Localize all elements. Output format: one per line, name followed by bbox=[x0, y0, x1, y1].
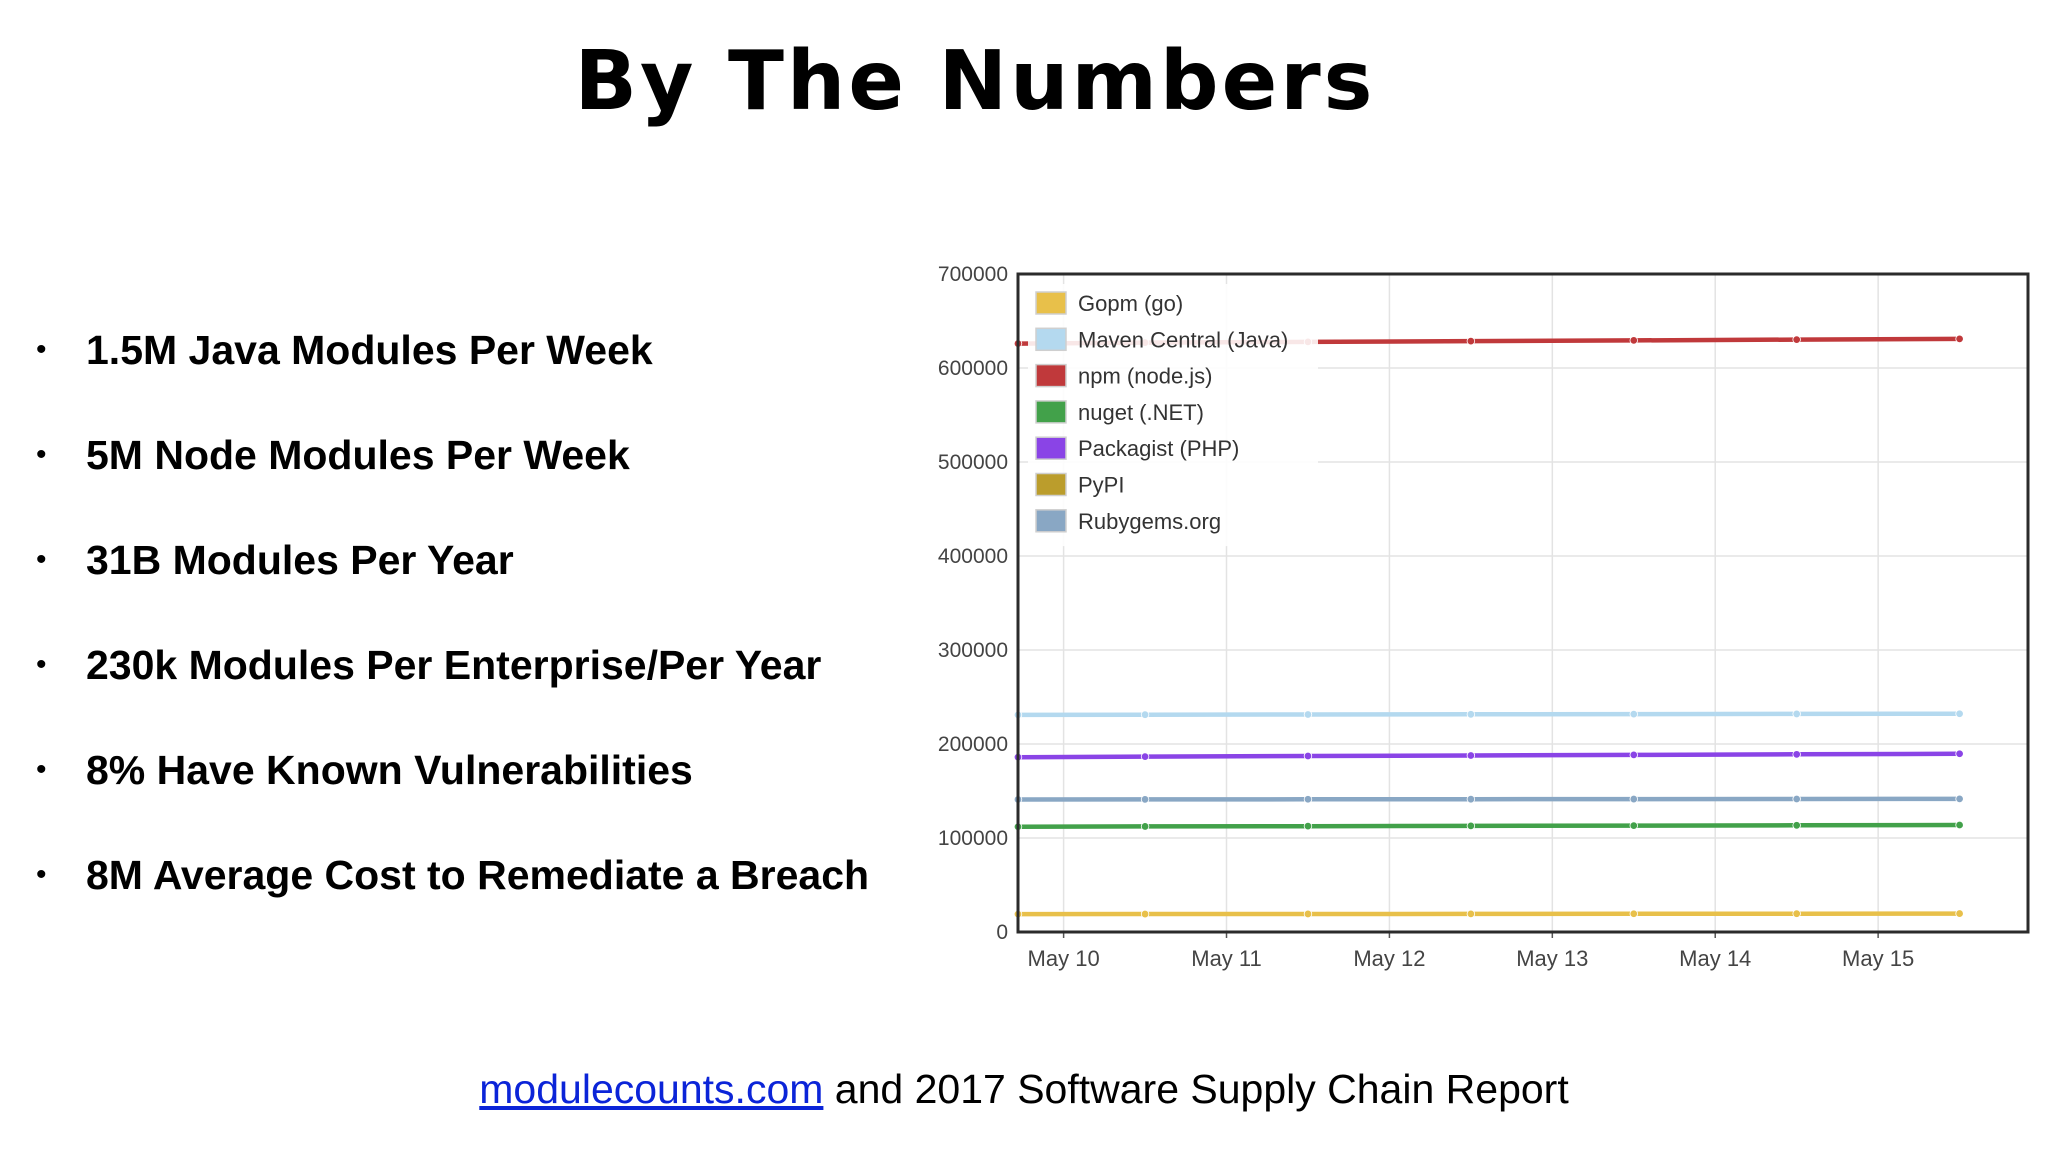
data-point bbox=[1955, 820, 1964, 830]
data-point bbox=[1140, 752, 1150, 761]
slide-title: By The Numbers bbox=[574, 34, 1376, 129]
data-point bbox=[1792, 909, 1801, 918]
data-point bbox=[1303, 751, 1313, 761]
modulecounts-link[interactable]: modulecounts.com bbox=[479, 1066, 824, 1112]
x-tick-label: May 13 bbox=[1516, 946, 1588, 971]
y-tick-label: 600000 bbox=[938, 357, 1008, 380]
data-point bbox=[1792, 794, 1801, 804]
y-tick-label: 700000 bbox=[938, 263, 1008, 286]
legend-swatch bbox=[1035, 472, 1067, 497]
series-line bbox=[1017, 796, 1960, 802]
data-point bbox=[1466, 794, 1476, 804]
bullet-text: 31B Modules Per Year bbox=[86, 537, 514, 583]
legend-swatch bbox=[1035, 400, 1067, 424]
data-point bbox=[1466, 821, 1476, 831]
legend-label: PyPI bbox=[1078, 473, 1124, 498]
data-point bbox=[1303, 710, 1313, 719]
legend-swatch bbox=[1035, 291, 1067, 315]
chart-svg: 0 100000 200000 300000 400000 500000 600000 700… bbox=[938, 263, 2030, 971]
data-point bbox=[1955, 749, 1964, 758]
bullet-item: • 8% Have Known Vulnerabilities bbox=[36, 734, 869, 839]
legend-label: npm (node.js) bbox=[1078, 364, 1213, 389]
data-point bbox=[1303, 795, 1313, 804]
legend-swatch bbox=[1035, 363, 1067, 388]
data-point bbox=[1303, 909, 1313, 919]
data-point bbox=[1955, 909, 1964, 918]
bullet-list: • 1.5M Java Modules Per Week • 5M Node Mod… bbox=[36, 314, 869, 944]
bullet-item: • 1.5M Java Modules Per Week bbox=[36, 314, 869, 419]
data-point bbox=[1792, 335, 1801, 344]
legend-swatch bbox=[1035, 327, 1067, 352]
module-count-chart: 0 100000 200000 300000 400000 500000 600000 700… bbox=[900, 250, 2048, 1000]
x-tick-label: May 14 bbox=[1679, 946, 1751, 971]
legend-label: Rubygems.org bbox=[1078, 509, 1221, 534]
legend-label: Maven Central (Java) bbox=[1078, 327, 1288, 352]
bullet-dot-icon: • bbox=[36, 438, 47, 471]
data-point bbox=[1629, 794, 1638, 804]
bullet-item: • 230k Modules Per Enterprise/Per Year bbox=[36, 629, 869, 734]
data-point bbox=[1792, 709, 1801, 719]
data-point bbox=[1955, 334, 1964, 344]
y-tick-label: 500000 bbox=[938, 451, 1008, 474]
legend-swatch bbox=[1035, 509, 1067, 533]
data-point bbox=[1629, 821, 1638, 830]
y-tick-label: 400000 bbox=[938, 545, 1008, 568]
bullet-text: 1.5M Java Modules Per Week bbox=[86, 327, 653, 373]
data-point bbox=[1792, 750, 1801, 759]
data-point bbox=[1140, 822, 1150, 831]
data-point bbox=[1629, 709, 1638, 719]
data-point bbox=[1629, 909, 1638, 918]
y-tick-label: 100000 bbox=[938, 827, 1008, 850]
data-point bbox=[1140, 795, 1150, 804]
legend-box bbox=[1028, 284, 1318, 547]
series-line bbox=[1017, 822, 1960, 829]
legend-label: Gopm (go) bbox=[1078, 291, 1183, 316]
data-point bbox=[1629, 750, 1638, 760]
bullet-text: 8M Average Cost to Remediate a Breach bbox=[86, 852, 870, 898]
bullet-item: • 5M Node Modules Per Week bbox=[36, 419, 869, 524]
legend-swatch bbox=[1035, 436, 1067, 460]
data-point bbox=[1140, 710, 1150, 719]
y-tick-label: 200000 bbox=[938, 733, 1008, 756]
x-tick-label: May 12 bbox=[1353, 946, 1425, 971]
x-tick-label: May 11 bbox=[1191, 946, 1262, 971]
bullet-dot-icon: • bbox=[36, 543, 47, 576]
footer-source-text: and 2017 Software Supply Chain Report bbox=[823, 1066, 1569, 1112]
bullet-dot-icon: • bbox=[36, 648, 47, 681]
series-line bbox=[1017, 911, 1960, 917]
bullet-item: • 31B Modules Per Year bbox=[36, 524, 869, 629]
bullet-dot-icon: • bbox=[36, 753, 47, 786]
data-point bbox=[1466, 336, 1476, 346]
bullet-text: 5M Node Modules Per Week bbox=[86, 432, 630, 478]
data-point bbox=[1466, 909, 1476, 919]
data-point bbox=[1466, 751, 1476, 760]
data-point bbox=[1955, 709, 1964, 718]
y-tick-label: 0 bbox=[996, 921, 1008, 944]
x-tick-label: May 10 bbox=[1028, 946, 1100, 971]
bullet-text: 8% Have Known Vulnerabilities bbox=[86, 747, 693, 793]
bullet-dot-icon: • bbox=[36, 333, 47, 366]
bullet-item: • 8M Average Cost to Remediate a Breach bbox=[36, 839, 869, 944]
y-tick-label: 300000 bbox=[938, 639, 1008, 662]
plot-frame bbox=[1016, 272, 2030, 934]
data-point bbox=[1140, 909, 1150, 919]
bullet-text: 230k Modules Per Enterprise/Per Year bbox=[86, 642, 822, 688]
x-tick-label: May 15 bbox=[1842, 946, 1914, 971]
data-point bbox=[1466, 710, 1476, 719]
data-point bbox=[1792, 821, 1801, 830]
legend-label: Packagist (PHP) bbox=[1078, 436, 1239, 461]
bullet-dot-icon: • bbox=[36, 858, 47, 891]
data-point bbox=[1629, 336, 1638, 345]
legend-label: nuget (.NET) bbox=[1078, 400, 1204, 425]
source-footer: modulecounts.com and 2017 Software Suppl… bbox=[0, 1066, 2048, 1113]
data-point bbox=[1303, 821, 1313, 831]
data-point bbox=[1955, 794, 1964, 804]
series-line bbox=[1017, 711, 1960, 718]
